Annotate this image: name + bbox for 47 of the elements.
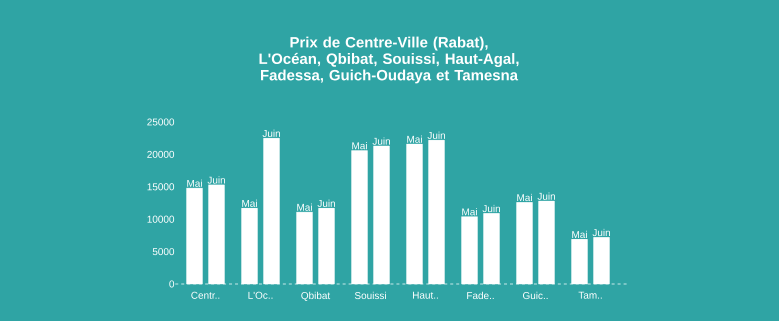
bar: [351, 150, 368, 284]
x-tick-label: Haut..: [413, 292, 438, 299]
text: Mai: [187, 180, 202, 187]
series-label: Mai: [297, 204, 312, 211]
series-label: Juin: [208, 176, 225, 184]
x-tick-label: L'Oc..: [248, 292, 272, 299]
y-tick-label: 20000: [147, 150, 174, 158]
chart-title: Prix de Centre-Ville (Rabat), L'Océan, Qbibat, Souissi, Haut-Agal, Fadessa, Guich-Oudaya et Tamesna: [260, 36, 518, 84]
bar: [483, 213, 500, 284]
text: Mai: [462, 208, 477, 216]
bar: [263, 138, 280, 284]
y-tick-label: 0: [169, 280, 174, 288]
y-tick-label: 10000: [148, 216, 174, 223]
bar: [461, 216, 478, 284]
x-tick-label: Fade..: [467, 292, 494, 300]
y-tick-label: 5000: [152, 248, 174, 256]
text: Mai: [572, 230, 587, 238]
text: Juin: [592, 228, 610, 236]
text: Juin: [372, 137, 390, 145]
bar: [208, 184, 225, 284]
y-tick-label: 25000: [147, 118, 174, 126]
bar: [516, 202, 533, 284]
x-tick-label: Tam..: [578, 292, 602, 299]
text: Juin: [428, 132, 445, 139]
bar: [241, 208, 258, 284]
bar: [571, 239, 588, 284]
text: Juin: [318, 200, 335, 207]
bar: [593, 237, 610, 284]
bar: [318, 208, 335, 284]
text: Juin: [538, 192, 555, 200]
text: Juin: [482, 204, 500, 212]
bar: [186, 188, 203, 284]
bar: [538, 200, 555, 284]
text: Mai: [242, 200, 257, 207]
text: Mai: [407, 136, 422, 143]
bar: [406, 144, 423, 284]
y-tick-label: 15000: [148, 183, 174, 190]
x-tick-label: Guic..: [522, 292, 548, 300]
x-tick-label: Souissi: [354, 292, 386, 300]
text: Mai: [517, 194, 532, 202]
x-tick-label: Qbibat: [301, 292, 330, 301]
text: Juin: [262, 130, 280, 137]
text: Mai: [352, 142, 367, 150]
bar: [373, 146, 390, 284]
bar: [296, 212, 313, 284]
bar: [428, 140, 445, 284]
x-tick-label: Centr..: [191, 292, 220, 299]
